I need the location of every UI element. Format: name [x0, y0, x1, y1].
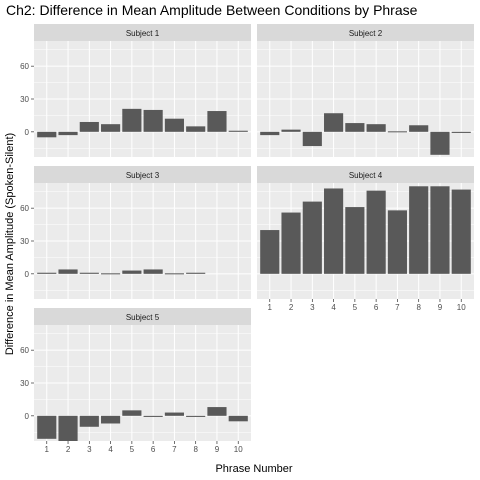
bar-subject-1-phrase-6 [143, 109, 163, 132]
x-tick-label: 4 [331, 303, 336, 312]
bar-subject-2-phrase-10 [451, 131, 471, 133]
facet-label: Subject 5 [126, 313, 160, 322]
facet-label: Subject 1 [126, 29, 160, 38]
bar-subject-2-phrase-9 [430, 131, 450, 155]
x-tick-label: 8 [416, 303, 421, 312]
bar-subject-3-phrase-3 [79, 272, 99, 274]
bar-subject-4-phrase-10 [451, 189, 471, 274]
bar-subject-1-phrase-1 [37, 131, 57, 138]
facet-label: Subject 4 [349, 171, 383, 180]
facet-subject-5: Subject 5 0 30 60 1 2 3 4 5 6 7 8 9 10 [20, 308, 251, 454]
bar-subject-4-phrase-4 [324, 188, 344, 274]
bar-subject-5-phrase-8 [186, 415, 206, 417]
bar-subject-4-phrase-5 [345, 207, 365, 274]
x-tick-label: 1 [268, 303, 273, 312]
y-axis-title: Difference in Mean Amplitude (Spoken-Sil… [4, 133, 16, 355]
bar-subject-5-phrase-3 [79, 415, 99, 427]
x-tick-label: 10 [234, 445, 243, 454]
bar-subject-4-phrase-7 [387, 210, 407, 274]
bar-subject-1-phrase-4 [101, 124, 121, 132]
x-tick-label: 5 [353, 303, 358, 312]
x-tick-label: 6 [374, 303, 379, 312]
x-tick-label: 3 [87, 445, 92, 454]
facet-subject-3: Subject 3 0 30 60 [20, 166, 251, 299]
bar-subject-4-phrase-1 [260, 230, 280, 274]
y-tick-label: 0 [25, 270, 30, 279]
bar-subject-3-phrase-1 [37, 272, 57, 274]
bar-subject-4-phrase-3 [302, 201, 322, 274]
facet-subject-2: Subject 2 [257, 24, 474, 157]
bar-subject-5-phrase-4 [101, 415, 121, 424]
bar-subject-5-phrase-9 [207, 407, 227, 416]
x-tick-label: 8 [193, 445, 198, 454]
y-tick-label: 0 [25, 128, 30, 137]
bar-subject-2-phrase-6 [366, 124, 386, 132]
bar-subject-4-phrase-2 [281, 212, 301, 274]
bar-subject-3-phrase-4 [101, 273, 121, 275]
y-tick-label: 30 [20, 237, 29, 246]
bar-subject-3-phrase-8 [186, 272, 206, 274]
facet-strip [34, 166, 251, 183]
x-tick-label: 2 [289, 303, 294, 312]
bar-subject-5-phrase-1 [37, 415, 57, 439]
y-tick-label: 60 [20, 62, 29, 71]
bar-subject-4-phrase-6 [366, 190, 386, 274]
bar-subject-1-phrase-3 [79, 121, 99, 132]
x-tick-label: 3 [310, 303, 315, 312]
bar-subject-4-phrase-9 [430, 186, 450, 274]
x-tick-label: 5 [130, 445, 135, 454]
bar-subject-2-phrase-5 [345, 123, 365, 132]
bar-subject-1-phrase-7 [164, 118, 184, 132]
bar-subject-2-phrase-4 [324, 113, 344, 132]
bar-subject-1-phrase-9 [207, 111, 227, 132]
bar-subject-3-phrase-6 [143, 269, 163, 274]
bar-subject-2-phrase-1 [260, 131, 280, 136]
bar-subject-1-phrase-2 [58, 131, 78, 136]
bar-subject-1-phrase-5 [122, 108, 142, 132]
facet-strip [34, 308, 251, 325]
facet-subject-4: Subject 4 1 2 3 4 5 6 7 8 9 10 [257, 166, 474, 312]
x-tick-label: 7 [172, 445, 177, 454]
facet-strip [34, 24, 251, 41]
y-tick-label: 0 [25, 412, 30, 421]
y-tick-label: 30 [20, 379, 29, 388]
y-tick-label: 60 [20, 346, 29, 355]
facet-strip [257, 24, 474, 41]
bar-subject-5-phrase-2 [58, 415, 78, 441]
x-tick-label: 7 [395, 303, 400, 312]
y-tick-label: 60 [20, 204, 29, 213]
bar-subject-2-phrase-8 [409, 125, 429, 132]
bar-subject-3-phrase-5 [122, 270, 142, 274]
bar-subject-5-phrase-7 [164, 412, 184, 416]
facet-strip [257, 166, 474, 183]
bar-subject-5-phrase-5 [122, 410, 142, 416]
facet-label: Subject 3 [126, 171, 160, 180]
bar-subject-4-phrase-8 [409, 186, 429, 274]
bar-subject-2-phrase-3 [302, 131, 322, 147]
facet-label: Subject 2 [349, 29, 383, 38]
x-tick-label: 10 [457, 303, 466, 312]
chart-title: Ch2: Difference in Mean Amplitude Betwee… [6, 2, 418, 18]
bar-subject-1-phrase-8 [186, 126, 206, 132]
x-tick-label: 1 [45, 445, 50, 454]
bar-subject-2-phrase-7 [387, 131, 407, 133]
bar-subject-2-phrase-2 [281, 129, 301, 132]
x-tick-label: 6 [151, 445, 156, 454]
bar-subject-5-phrase-6 [143, 415, 163, 417]
bar-subject-3-phrase-2 [58, 269, 78, 274]
x-tick-label: 9 [215, 445, 220, 454]
x-tick-label: 9 [438, 303, 443, 312]
x-tick-label: 4 [108, 445, 113, 454]
bar-subject-5-phrase-10 [228, 415, 248, 422]
y-tick-label: 30 [20, 95, 29, 104]
facet-subject-1: Subject 1 0 30 60 [20, 24, 251, 157]
x-axis-title: Phrase Number [215, 463, 292, 475]
bar-subject-1-phrase-10 [228, 130, 248, 132]
bar-subject-3-phrase-7 [164, 273, 184, 275]
x-tick-label: 2 [66, 445, 71, 454]
